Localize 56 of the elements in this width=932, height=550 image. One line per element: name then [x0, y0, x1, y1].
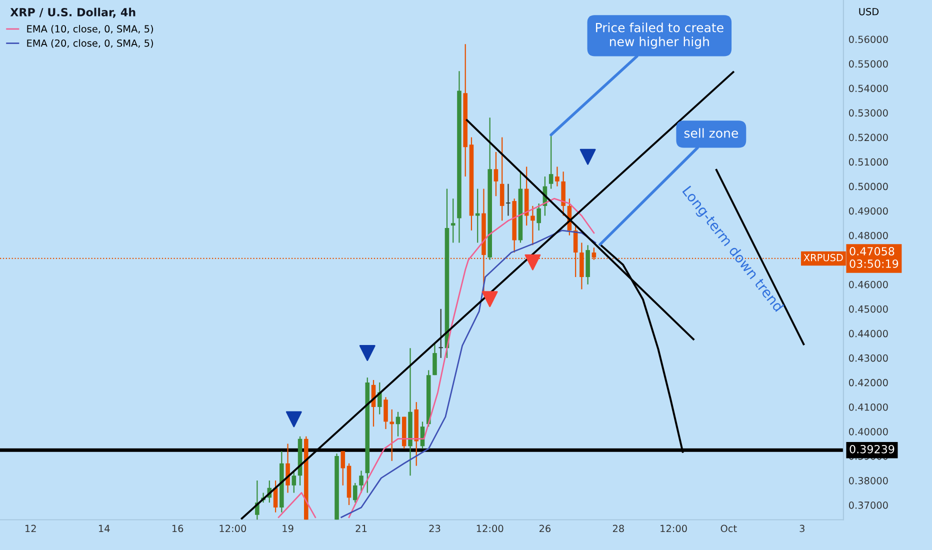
- annotation: Price failed to create new higher high: [596, 22, 724, 49]
- y-tick-label: 0.42000: [848, 378, 888, 386]
- y-tick-label: 0.45000: [848, 305, 888, 313]
- x-tick-label: 19: [282, 524, 294, 532]
- x-tick-label: 23: [429, 524, 440, 532]
- candlestick: [340, 450, 346, 486]
- candlestick: [390, 408, 394, 462]
- y-tick-label: 0.51000: [848, 158, 888, 166]
- y-tick-label: 0.41000: [848, 403, 888, 411]
- y-tick-label: 0.56000: [848, 36, 888, 44]
- legend-label: EMA (10, close, 0, SMA, 5): [27, 24, 153, 34]
- candlestick: [494, 151, 498, 197]
- x-tick-label: 3: [800, 524, 804, 532]
- y-tick-label: 0.44000: [848, 330, 888, 338]
- y-tick-label: 0.37000: [848, 502, 888, 509]
- x-tick-label: 21: [356, 524, 367, 532]
- candlestick: [506, 183, 510, 216]
- y-axis-title: USD: [859, 8, 879, 16]
- text: XRP / U.S. Dollar, 4h: [10, 8, 136, 18]
- candlestick: [555, 166, 560, 187]
- candlestick: [536, 202, 541, 232]
- y-tick-label: 0.55000: [848, 60, 888, 68]
- y-tick-label: 0.43000: [848, 354, 888, 362]
- y-tick-label: 0.40000: [848, 428, 888, 436]
- x-tick-label: 26: [539, 524, 551, 532]
- x-tick-label: 12:00: [476, 524, 504, 532]
- x-tick-label: 12:00: [660, 524, 687, 532]
- candlestick: [377, 382, 382, 415]
- candlestick: [530, 205, 535, 246]
- x-tick-label: 12: [26, 524, 36, 532]
- annotation: XRPUSD: [804, 254, 843, 262]
- candlestick: [500, 136, 504, 222]
- x-tick-label: 16: [172, 524, 184, 532]
- y-tick-label: 0.38000: [848, 477, 888, 484]
- candlestick: [432, 342, 437, 376]
- candlestick: [438, 308, 444, 358]
- candlestick: [384, 396, 388, 430]
- x-tick-label: 28: [612, 524, 624, 532]
- x-tick-label: 14: [98, 524, 110, 532]
- ref-line-label: 0.39239: [850, 444, 894, 454]
- candlestick: [353, 482, 358, 504]
- y-tick-label: 0.48000: [848, 232, 888, 240]
- y-tick-label: 0.54000: [848, 84, 888, 92]
- candlestick: [359, 470, 364, 494]
- y-tick-label: 0.53000: [848, 109, 888, 117]
- legend-label: EMA (20, close, 0, SMA, 5): [27, 39, 153, 48]
- annotation: sell zone: [684, 128, 738, 138]
- y-tick-label: 0.52000: [848, 134, 888, 142]
- y-tick-label: 0.50000: [848, 182, 888, 190]
- x-tick-label: 12:00: [220, 524, 246, 532]
- candlestick: [548, 134, 554, 190]
- x-tick-label: Oct: [720, 524, 737, 532]
- candlestick: [450, 198, 456, 244]
- y-tick-label: 0.49000: [848, 207, 888, 215]
- ref-line-label: 0.47058 03:50:19: [850, 247, 898, 268]
- y-tick-label: 0.46000: [848, 280, 888, 288]
